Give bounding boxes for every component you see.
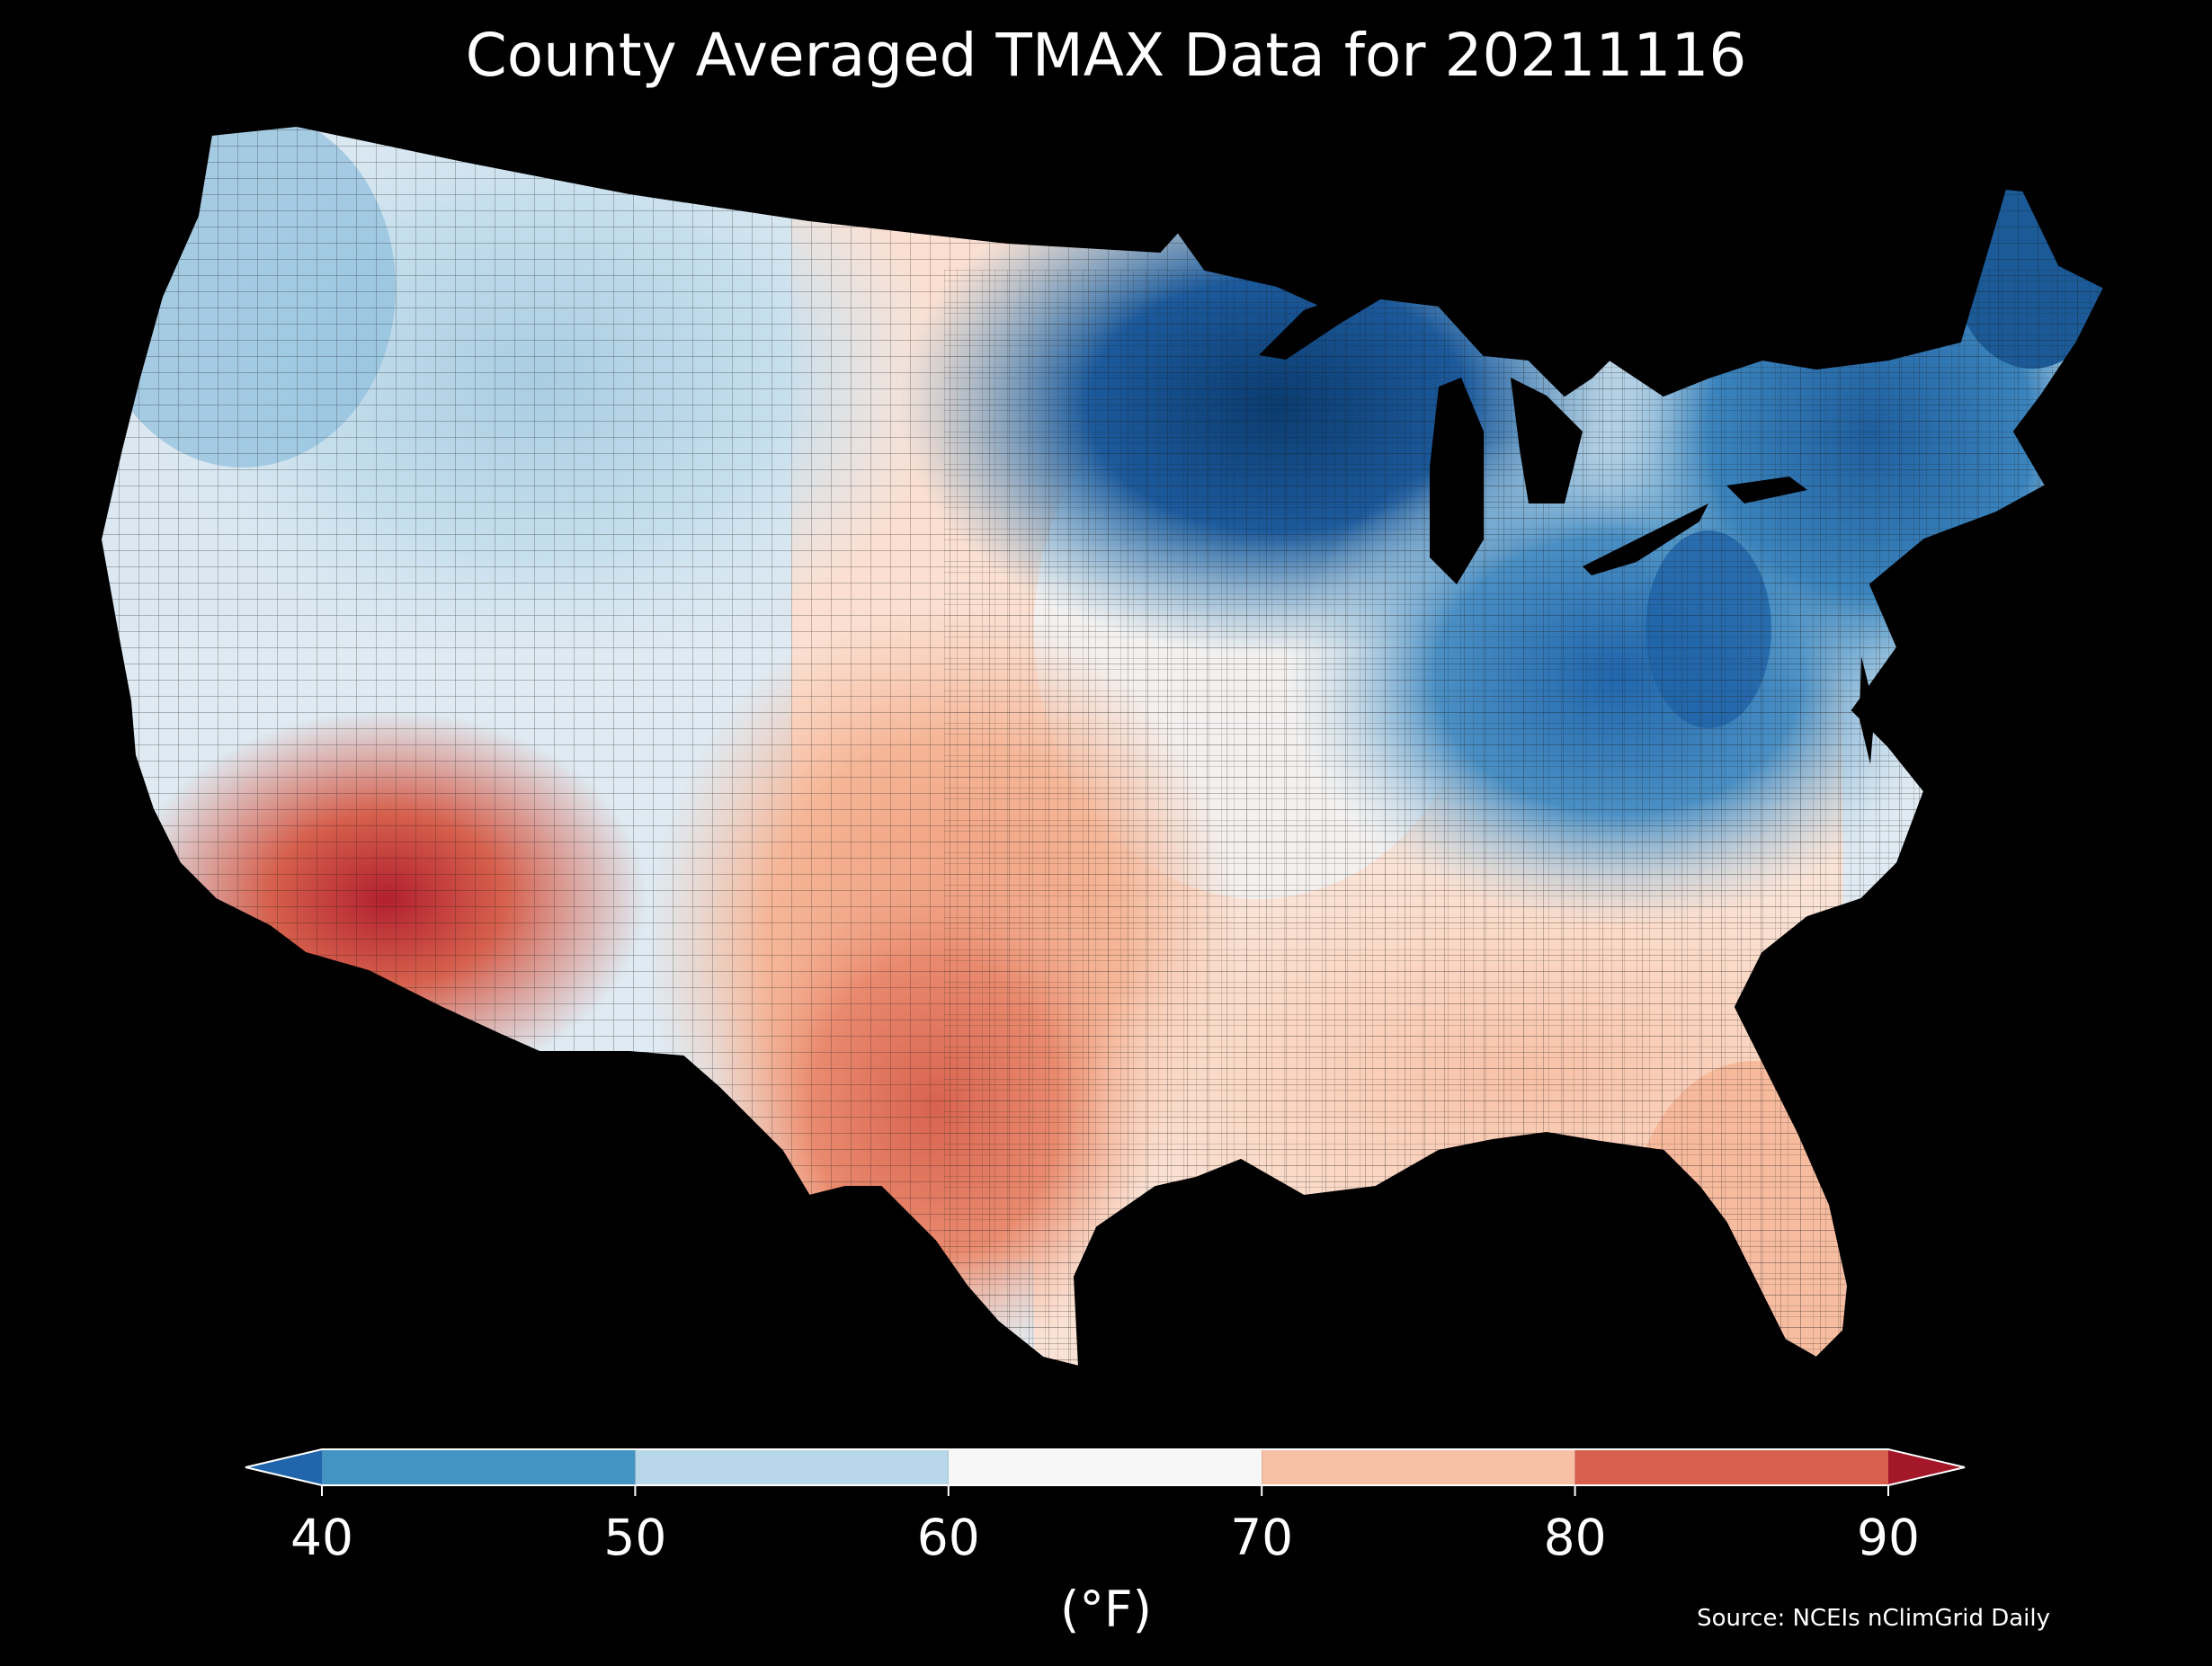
colorbar-tick-label: 70	[1230, 1509, 1294, 1566]
colorbar-tick-label: 80	[1543, 1509, 1607, 1566]
lake-michigan	[1430, 378, 1484, 584]
lake-erie	[1583, 503, 1708, 575]
colorbar-tick-label: 90	[1857, 1509, 1920, 1566]
colorbar-bin	[322, 1449, 636, 1485]
lake-superior	[1259, 288, 1385, 360]
lake-ontario	[1726, 477, 1807, 503]
map-title: County Averaged TMAX Data for 20211116	[465, 21, 1747, 90]
source-credit: Source: NCEIs nClimGrid Daily	[1697, 1605, 2050, 1632]
lake-huron	[1511, 378, 1583, 503]
colorbar-bin	[948, 1449, 1262, 1485]
colorbar-tick-label: 50	[603, 1509, 667, 1566]
colorbar-bin	[1574, 1449, 1888, 1485]
colorbar-tick-label: 40	[290, 1509, 353, 1566]
colorbar-bin	[1262, 1449, 1575, 1485]
colorbar-extend-high	[1888, 1449, 1965, 1485]
colorbar-tick-label: 60	[916, 1509, 980, 1566]
colorbar-bin	[635, 1449, 949, 1485]
colorbar-extend-low	[245, 1449, 322, 1485]
chesapeake-bay	[1860, 656, 1875, 764]
colorbar-unit-label: (°F)	[1059, 1581, 1153, 1638]
